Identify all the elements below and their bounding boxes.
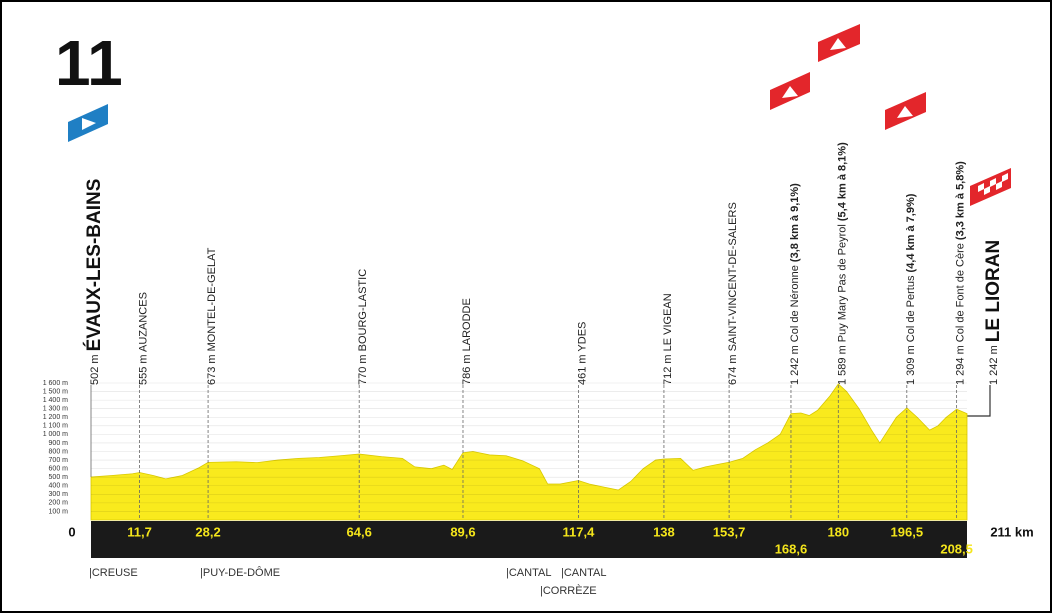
finish-connector <box>967 385 991 417</box>
climb-info: (3,8 km à 9,1%) <box>789 183 801 262</box>
waypoint-name: Col de Pertus <box>905 275 917 342</box>
y-tick-label: 500 m <box>49 474 69 481</box>
y-tick-label: 400 m <box>49 483 69 490</box>
waypoint-label: 786 m LARODDE <box>461 298 473 385</box>
y-tick-label: 700 m <box>49 457 69 464</box>
y-tick-label: 1 100 m <box>43 423 68 430</box>
climb-icon <box>818 24 860 62</box>
waypoint-label: 461 m YDES <box>576 322 588 385</box>
waypoint-altitude: 1 242 m <box>988 345 1000 385</box>
km-label: 138 <box>653 524 675 539</box>
waypoint-name: SAINT-VINCENT-DE-SALERS <box>727 202 739 351</box>
waypoint-altitude: 786 m <box>461 354 473 385</box>
stage-number: 11 <box>55 27 123 99</box>
km-label: 89,6 <box>450 524 475 539</box>
waypoint-label: 674 m SAINT-VINCENT-DE-SALERS <box>727 202 739 385</box>
km-label: 196,5 <box>891 524 924 539</box>
waypoint-label: 1 242 m Col de Néronne (3,8 km à 9,1%) <box>789 183 801 385</box>
km-label: 153,7 <box>713 524 746 539</box>
waypoint-label: 770 m BOURG-LASTIC <box>357 269 369 385</box>
waypoint-altitude: 502 m <box>89 354 101 385</box>
waypoint-name: BOURG-LASTIC <box>357 269 369 352</box>
waypoint-name: ÉVAUX-LES-BAINS <box>83 179 105 352</box>
km-label: 180 <box>827 524 849 539</box>
y-tick-label: 900 m <box>49 440 69 447</box>
y-tick-label: 1 200 m <box>43 414 68 421</box>
y-tick-label: 100 m <box>49 508 69 515</box>
waypoint-name: LE VIGEAN <box>662 293 674 351</box>
y-tick-label: 200 m <box>49 500 69 507</box>
waypoint-altitude: 1 309 m <box>905 345 917 385</box>
waypoint-altitude: 1 589 m <box>836 345 848 385</box>
waypoint-name: YDES <box>576 322 588 352</box>
climb-icon <box>770 72 810 110</box>
waypoint-name: Col de Font de Cère <box>955 243 967 342</box>
km-label: 208,5 <box>940 541 973 556</box>
department: |CREUSE <box>89 567 138 579</box>
waypoint-name: Puy Mary Pas de Peyrol <box>836 224 848 342</box>
km-label: 28,2 <box>195 524 220 539</box>
waypoint-label: 555 m AUZANCES <box>137 292 149 385</box>
km-label: 168,6 <box>775 541 808 556</box>
waypoint-label: 1 294 m Col de Font de Cère (3,3 km à 5,… <box>955 161 967 385</box>
waypoint-label: 1 242 m LE LIORAN <box>983 240 1004 385</box>
waypoint-label: 502 m ÉVAUX-LES-BAINS <box>83 179 105 385</box>
department: |CANTAL <box>506 567 551 579</box>
department: |CORRÈZE <box>540 584 597 597</box>
department: |PUY-DE-DÔME <box>200 566 280 579</box>
y-tick-label: 600 m <box>49 465 69 472</box>
climb-info: (5,4 km à 8,1%) <box>836 142 848 221</box>
y-tick-label: 1 000 m <box>43 431 68 438</box>
waypoint-altitude: 461 m <box>576 354 588 385</box>
km-label: 64,6 <box>347 524 372 539</box>
km-label: 11,7 <box>127 524 152 539</box>
km-label: 0 <box>68 524 75 539</box>
waypoint-name: LE LIORAN <box>983 240 1004 342</box>
km-label: 211 km <box>990 524 1033 539</box>
waypoint-altitude: 1 294 m <box>955 345 967 385</box>
waypoint-altitude: 674 m <box>727 354 739 385</box>
waypoint-label: 1 309 m Col de Pertus (4,4 km à 7,9%) <box>905 193 917 385</box>
start-flag <box>68 104 108 142</box>
waypoint-altitude: 770 m <box>357 354 369 385</box>
waypoint-name: Col de Néronne <box>789 265 801 342</box>
waypoint-name: AUZANCES <box>137 292 149 352</box>
waypoint-altitude: 673 m <box>206 354 218 385</box>
climb-info: (4,4 km à 7,9%) <box>905 193 917 272</box>
km-label: 117,4 <box>562 524 595 539</box>
waypoint-label: 1 589 m Puy Mary Pas de Peyrol (5,4 km à… <box>836 142 848 385</box>
y-tick-label: 1 300 m <box>43 406 68 413</box>
y-tick-label: 300 m <box>49 491 69 498</box>
waypoint-label: 673 m MONTEL-DE-GELAT <box>206 247 218 385</box>
y-tick-label: 800 m <box>49 448 69 455</box>
elevation-area <box>90 383 968 521</box>
y-tick-label: 1 600 m <box>43 380 68 387</box>
y-tick-label: 1 400 m <box>43 397 68 404</box>
waypoint-label: 712 m LE VIGEAN <box>662 293 674 385</box>
waypoint-altitude: 712 m <box>662 354 674 385</box>
y-tick-label: 1 500 m <box>43 388 68 395</box>
waypoint-name: MONTEL-DE-GELAT <box>206 247 218 351</box>
waypoint-name: LARODDE <box>461 298 473 351</box>
waypoint-altitude: 1 242 m <box>789 345 801 385</box>
climb-icon <box>885 92 926 130</box>
km-bar <box>91 521 967 558</box>
department: |CANTAL <box>561 567 606 579</box>
finish-flag <box>970 168 1011 206</box>
waypoint-altitude: 555 m <box>137 354 149 385</box>
climb-info: (3,3 km à 5,8%) <box>955 161 967 240</box>
